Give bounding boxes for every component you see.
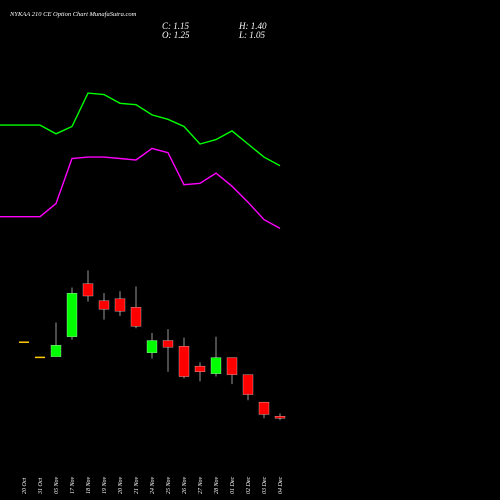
x-tick-label: 31 Oct (38, 478, 44, 495)
x-tick-label: 24 Nov (149, 476, 156, 494)
open-readout: O: 1.25 (162, 30, 190, 40)
chart-title: NYKAA 210 CE Option Chart MunafaSutra.co… (10, 11, 137, 18)
candle-body (274, 416, 286, 419)
x-tick-label: 02 Dec (246, 477, 252, 494)
low-readout: L: 1.05 (239, 30, 266, 40)
candle-body (194, 365, 206, 372)
close-readout: C: 1.15 (162, 21, 189, 31)
x-tick-label: 01 Dec (230, 477, 236, 494)
x-tick-label: 28 Nov (214, 476, 220, 494)
upper-indicator-line (0, 92, 281, 167)
candle-body (178, 346, 190, 377)
candle-body (242, 374, 254, 395)
candle-body (130, 307, 142, 327)
lower-indicator-line (0, 147, 281, 230)
candle-body (50, 345, 62, 357)
candle-body (146, 340, 158, 353)
x-tick-label: 18 Nov (86, 476, 92, 494)
x-tick-label: 21 Nov (134, 476, 140, 494)
candle-body (226, 357, 238, 375)
candle-body (19, 341, 29, 343)
high-readout: H: 1.40 (239, 21, 267, 31)
candle-body (114, 298, 126, 312)
x-tick-label: 17 Nov (70, 476, 76, 494)
candle-body (258, 401, 270, 415)
candle-body (162, 340, 174, 348)
x-tick-label: 27 Nov (198, 476, 204, 494)
x-tick-label: 19 Nov (102, 476, 108, 494)
x-tick-label: 20 Nov (118, 476, 124, 494)
x-tick-label: 26 Nov (182, 476, 188, 494)
x-tick-label: 20 Oct (22, 478, 28, 494)
candle-body (82, 283, 94, 297)
candle-body (98, 300, 110, 310)
candle-body (210, 357, 222, 374)
candle-body (66, 293, 78, 337)
x-tick-label: 25 Nov (166, 476, 172, 494)
x-tick-label: 05 Nov (54, 476, 60, 494)
candle-body (35, 356, 45, 359)
x-tick-label: 03 Dec (262, 477, 268, 494)
x-tick-label: 04 Dec (277, 477, 284, 494)
